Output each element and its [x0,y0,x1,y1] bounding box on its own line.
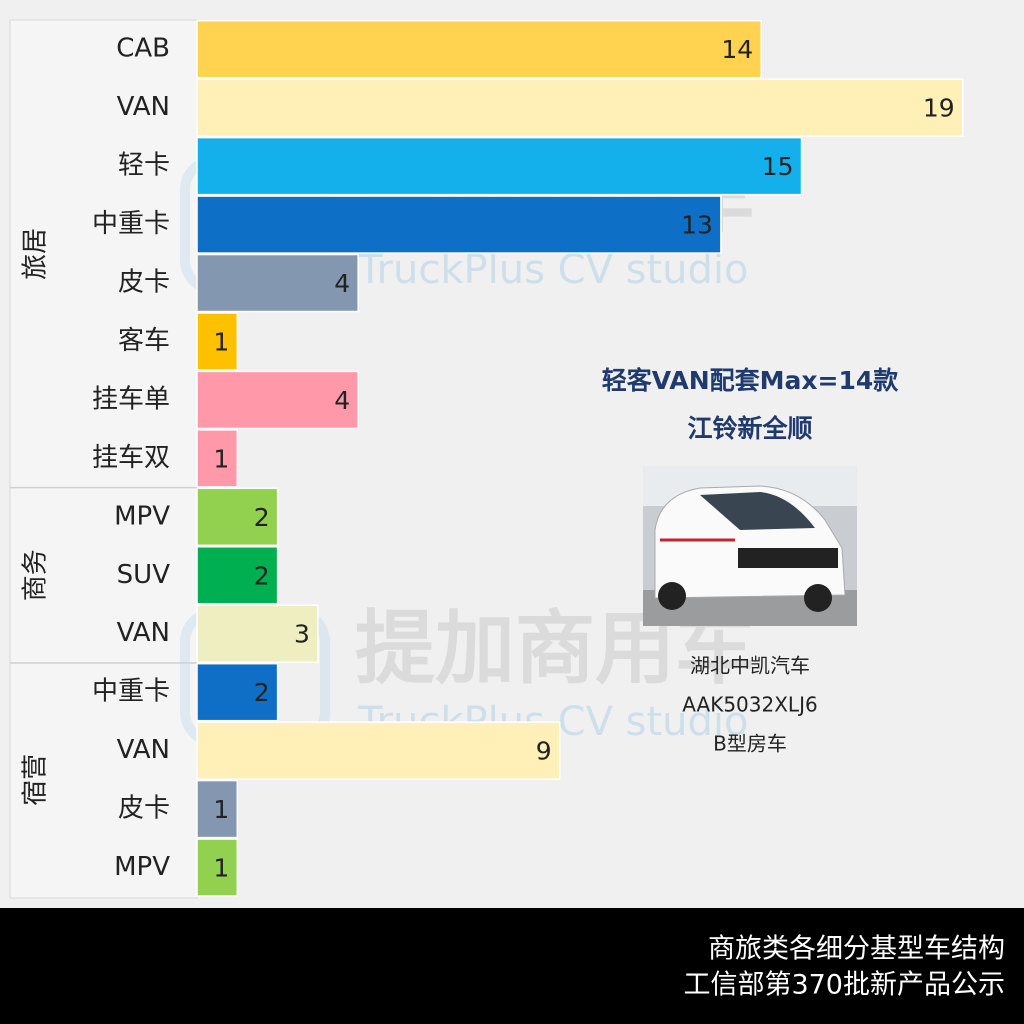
group-label: 旅居 [21,228,51,280]
value-label: 1 [213,854,229,883]
category-label: 皮卡 [118,794,170,824]
annotation-title: 轻客VAN配套Max=14款 [602,366,900,395]
bar [196,838,239,897]
value-label: 1 [213,327,229,356]
category-label: VAN [117,735,170,765]
bar [196,195,722,254]
value-label: 1 [213,444,229,473]
value-label: 13 [681,211,713,240]
label-panel [9,19,198,899]
value-label: 2 [254,561,270,590]
annotation-line: B型房车 [713,732,787,756]
footer-band [0,908,1024,1024]
van-wheel [658,582,686,610]
group-label: 宿营 [21,754,51,806]
footer-text: 商旅类各细分基型车结构 [708,934,1005,965]
category-label: SUV [117,560,171,590]
bar [196,487,279,547]
value-label: 9 [536,737,552,766]
van-photo [643,466,857,626]
van-grille [738,548,838,568]
bar [196,721,561,780]
footer-text: 工信部第370批新产品公示 [683,970,1005,1001]
category-label: 轻卡 [118,151,170,181]
group-label: 商务 [21,549,51,601]
annotation-line: 湖北中凯汽车 [690,654,810,678]
category-label: 皮卡 [118,268,170,298]
value-label: 3 [294,620,310,649]
bar [196,78,964,137]
bar [196,253,359,313]
value-label: 4 [334,269,350,298]
category-label: MPV [114,501,170,531]
van-wheel [804,584,832,612]
watermark-subtitle: TruckPlus CV studio [357,247,749,293]
category-label: 中重卡 [92,209,170,239]
category-label: 挂车双 [92,443,170,473]
bar [196,662,279,722]
bar [196,312,239,371]
value-label: 4 [334,386,350,415]
category-label: VAN [117,92,170,122]
value-label: 1 [213,795,229,824]
annotation-subtitle: 江铃新全顺 [687,414,812,443]
category-label: 客车 [118,326,170,356]
value-label: 2 [254,678,270,707]
value-label: 15 [762,152,794,181]
bar [196,604,319,663]
bar [196,19,762,79]
category-label: 挂车单 [92,384,170,414]
bar [196,136,803,196]
annotation-line: AAK5032XLJ6 [682,693,817,717]
category-label: 中重卡 [92,677,170,707]
bar [196,546,279,605]
value-label: 14 [721,35,753,64]
bar [196,370,359,430]
category-label: VAN [117,618,170,648]
value-label: 19 [923,94,955,123]
value-label: 2 [254,503,270,532]
van-window [700,492,815,530]
bar [196,779,239,839]
category-label: MPV [114,852,170,882]
category-label: CAB [116,34,170,64]
bar [196,429,239,488]
